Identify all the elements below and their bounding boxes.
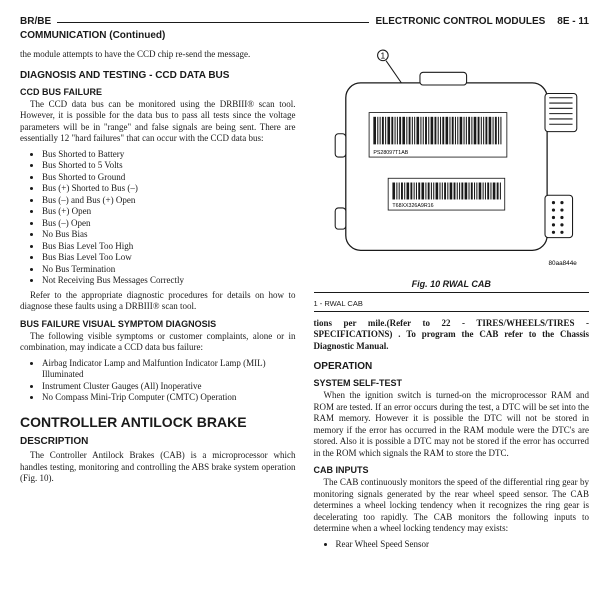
list-item: No Bus Bias — [42, 229, 296, 241]
cab-inputs-paragraph: The CAB continuously monitors the speed … — [314, 477, 590, 535]
page-header: BR/BE ELECTRONIC CONTROL MODULES 8E - 11 — [20, 16, 589, 27]
heading-cab-inputs: CAB INPUTS — [314, 465, 590, 475]
list-item: Instrument Cluster Gauges (All) Inoperat… — [42, 381, 296, 393]
ccd-refer: Refer to the appropriate diagnostic proc… — [20, 290, 296, 313]
ccd-paragraph: The CCD data bus can be monitored using … — [20, 99, 296, 145]
header-page-number: 8E - 11 — [557, 16, 589, 27]
heading-ccd-failure: CCD BUS FAILURE — [20, 87, 296, 97]
figure-rule-1 — [314, 292, 590, 293]
service-manual-page: BR/BE ELECTRONIC CONTROL MODULES 8E - 11… — [0, 0, 609, 611]
intro-paragraph: the module attempts to have the CCD chip… — [20, 49, 296, 61]
content-columns: the module attempts to have the CCD chip… — [20, 49, 589, 553]
heading-self-test: SYSTEM SELF-TEST — [314, 378, 590, 388]
list-item: No Bus Termination — [42, 264, 296, 276]
list-item: Bus (–) and Bus (+) Open — [42, 195, 296, 207]
heading-visual-symptom: BUS FAILURE VISUAL SYMPTOM DIAGNOSIS — [20, 319, 296, 329]
left-column: the module attempts to have the CCD chip… — [20, 49, 296, 553]
list-item: Bus Shorted to Battery — [42, 149, 296, 161]
fig-part-label-2: T68XX326A9R16 — [392, 203, 433, 209]
list-item: Rear Wheel Speed Sensor — [336, 539, 590, 551]
self-test-paragraph: When the ignition switch is turned-on th… — [314, 390, 590, 459]
list-item: Bus Shorted to Ground — [42, 172, 296, 184]
continued-heading: COMMUNICATION (Continued) — [20, 30, 589, 41]
list-item: Bus (+) Shorted to Bus (–) — [42, 183, 296, 195]
list-item: Bus (–) Open — [42, 218, 296, 230]
right-column: 1 — [314, 49, 590, 553]
description-paragraph: The Controller Antilock Brakes (CAB) is … — [20, 450, 296, 485]
list-item: Not Receiving Bus Messages Correctly — [42, 275, 296, 287]
figure-key: 1 - RWAL CAB — [314, 299, 590, 308]
heading-controller-antilock: CONTROLLER ANTILOCK BRAKE — [20, 414, 296, 430]
figure-rule-2 — [314, 311, 590, 312]
visual-paragraph: The following visible symptoms or custom… — [20, 331, 296, 354]
list-item: Bus (+) Open — [42, 206, 296, 218]
spec-paragraph: tions per mile.(Refer to 22 - TIRES/WHEE… — [314, 318, 590, 353]
figure-10: 1 — [314, 49, 590, 312]
visual-symptom-list: Airbag Indicator Lamp and Malfuntion Ind… — [20, 358, 296, 404]
list-item: No Compass Mini-Trip Computer (CMTC) Ope… — [42, 392, 296, 404]
rwal-cab-illustration: 1 — [314, 49, 590, 272]
heading-operation: OPERATION — [314, 361, 590, 372]
list-item: Airbag Indicator Lamp and Malfuntion Ind… — [42, 358, 296, 381]
ccd-failure-list: Bus Shorted to BatteryBus Shorted to 5 V… — [20, 149, 296, 287]
fig-part-label-1: PS28097T1AB — [373, 150, 408, 156]
fig-partno: 80aa844e — [548, 260, 577, 267]
list-item: Bus Shorted to 5 Volts — [42, 160, 296, 172]
cab-inputs-list: Rear Wheel Speed Sensor — [314, 539, 590, 551]
heading-diagnosis: DIAGNOSIS AND TESTING - CCD DATA BUS — [20, 70, 296, 81]
header-rule — [57, 22, 369, 23]
header-title: ELECTRONIC CONTROL MODULES — [375, 16, 545, 27]
list-item: Bus Bias Level Too High — [42, 241, 296, 253]
figure-caption: Fig. 10 RWAL CAB — [314, 279, 590, 289]
svg-text:1: 1 — [380, 51, 385, 61]
header-left: BR/BE — [20, 16, 51, 27]
list-item: Bus Bias Level Too Low — [42, 252, 296, 264]
heading-description: DESCRIPTION — [20, 436, 296, 447]
